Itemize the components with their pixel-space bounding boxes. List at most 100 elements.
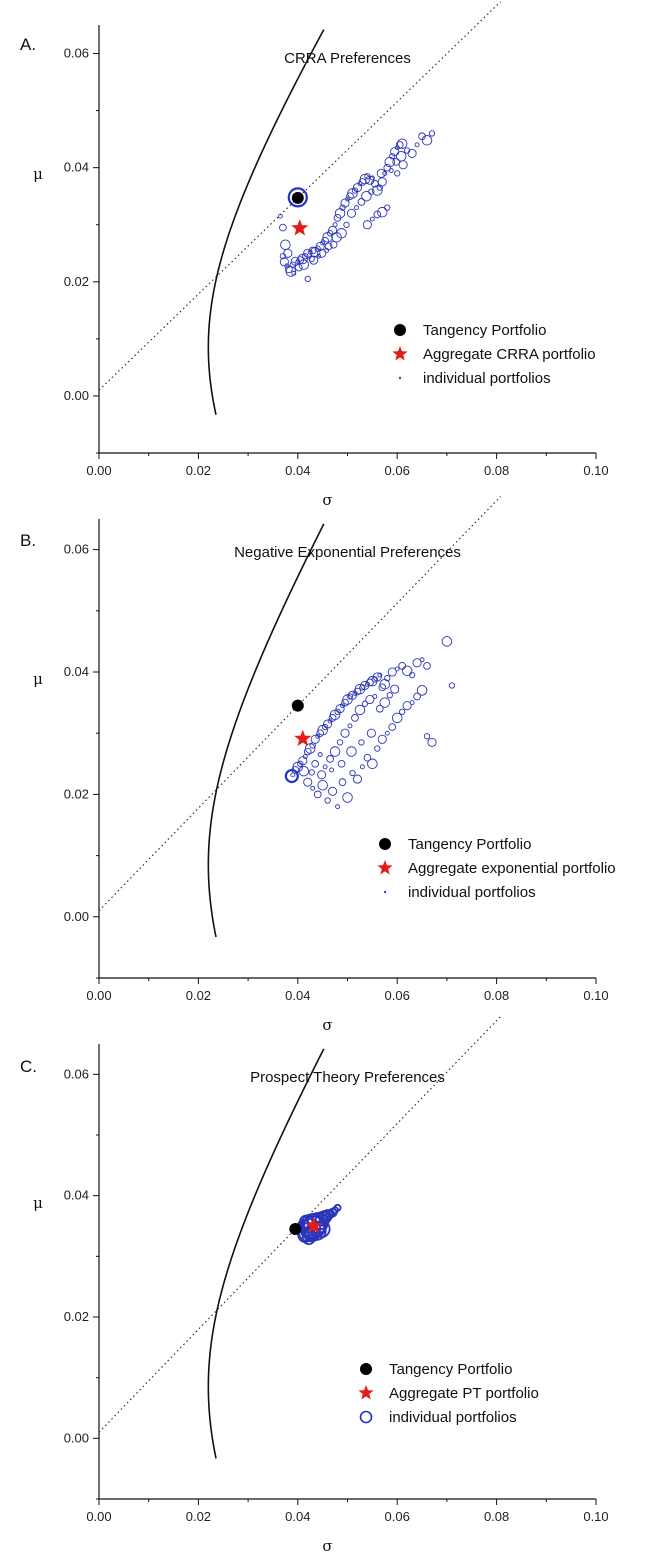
legend-individual-marker <box>383 890 387 894</box>
individual-portfolio-point <box>349 769 356 777</box>
y-axis-label: μ <box>33 1194 43 1212</box>
x-tick-label: 0.04 <box>285 1509 310 1524</box>
individual-portfolio-point <box>378 683 387 692</box>
individual-portfolio-point <box>324 247 330 253</box>
individual-portfolio-point <box>310 734 320 744</box>
legend-aggregate-marker <box>377 860 393 875</box>
x-tick-label: 0.08 <box>484 1509 509 1524</box>
individual-portfolio-point <box>357 181 363 187</box>
individual-portfolio-point <box>317 248 327 258</box>
individual-portfolio-point <box>339 204 346 211</box>
individual-portfolio-point <box>279 223 287 232</box>
individual-portfolio-point <box>398 662 407 670</box>
chart-title: Negative Exponential Preferences <box>234 544 461 561</box>
individual-portfolio-point <box>359 684 366 691</box>
x-tick-label: 0.02 <box>186 1509 211 1524</box>
panel-label: C. <box>20 1057 37 1076</box>
legend-entry: Aggregate CRRA portfolio <box>423 346 596 363</box>
y-tick-label: 0.02 <box>64 274 89 289</box>
individual-portfolio-point <box>321 723 329 731</box>
individual-portfolio-point <box>308 246 317 255</box>
individual-portfolio-point <box>377 206 388 218</box>
x-tick-label: 0.10 <box>583 1509 608 1524</box>
individual-portfolio-point <box>384 204 391 211</box>
chart-panel-2: 0.00 0.02 0.04 0.06 0.08 0.10 0.00 0.02 0.04 0.06… <box>20 496 616 1034</box>
individual-portfolio-point <box>322 764 328 770</box>
legend-aggregate-marker <box>392 346 408 361</box>
legend-individual-marker <box>398 376 402 380</box>
x-tick-label: 0.00 <box>86 1509 111 1524</box>
efficient-frontier <box>207 1048 325 1459</box>
chart-panel-1: 0.00 0.02 0.04 0.06 0.08 0.10 0.00 0.02 0.04 0.06… <box>20 1 609 509</box>
individual-portfolio-point <box>376 168 386 178</box>
individual-portfolio-point <box>334 708 341 715</box>
y-tick-label: 0.06 <box>64 1066 89 1081</box>
individual-portfolio-large <box>284 768 299 784</box>
individual-portfolio-point <box>394 170 401 177</box>
individual-portfolio-point <box>317 752 323 758</box>
individual-portfolio-point <box>375 704 384 713</box>
individual-portfolio-point <box>403 147 411 154</box>
individual-portfolio-point <box>371 676 378 683</box>
legend-entry: Tangency Portfolio <box>389 1361 512 1378</box>
x-tick-label: 0.00 <box>86 988 111 1003</box>
individual-portfolio-point <box>357 198 366 206</box>
individual-portfolio-point <box>372 694 378 699</box>
individual-portfolio-point <box>353 687 362 696</box>
x-tick-label: 0.02 <box>186 463 211 478</box>
individual-portfolio-point <box>384 674 391 682</box>
individual-portfolio-point <box>333 1203 342 1212</box>
x-tick-label: 0.04 <box>285 463 310 478</box>
x-tick-label: 0.02 <box>186 988 211 1003</box>
individual-portfolio-point <box>374 745 381 752</box>
chart-title: Prospect Theory Preferences <box>250 1069 445 1086</box>
individual-portfolio-point <box>402 701 412 711</box>
individual-portfolio-point <box>421 135 433 146</box>
individual-portfolio-point <box>279 257 289 267</box>
legend-entry: Tangency Portfolio <box>423 322 546 339</box>
individual-portfolio-point <box>346 192 354 201</box>
individual-portfolio-point <box>379 697 391 708</box>
legend-individual-marker <box>359 1410 373 1424</box>
individual-portfolio-large <box>301 1215 326 1240</box>
individual-portfolio-point <box>389 153 396 160</box>
x-axis-label: σ <box>322 1016 332 1034</box>
individual-portfolio-point <box>324 242 333 251</box>
individual-portfolio-point <box>321 236 329 245</box>
individual-portfolio-point <box>346 208 357 218</box>
x-tick-label: 0.08 <box>484 988 509 1003</box>
individual-portfolio-point <box>354 704 366 716</box>
efficient-frontier <box>207 29 325 415</box>
individual-portfolio-point <box>414 142 420 148</box>
individual-portfolio-point <box>331 232 342 243</box>
panel-label: A. <box>20 35 36 54</box>
panel-label: B. <box>20 531 36 550</box>
individual-portfolio-point <box>346 746 357 757</box>
individual-portfolio-point <box>419 657 425 663</box>
legend-entry: Aggregate exponential portfolio <box>408 860 616 877</box>
individual-portfolio-point <box>309 255 319 265</box>
y-tick-label: 0.02 <box>64 1309 89 1324</box>
individual-portfolio-point <box>399 708 406 715</box>
individual-portfolio-point <box>291 270 297 276</box>
individual-portfolio-point <box>308 769 315 776</box>
x-tick-label: 0.10 <box>583 463 608 478</box>
y-tick-label: 0.00 <box>64 1430 89 1445</box>
individual-portfolio-point <box>367 758 378 770</box>
individual-portfolio-point <box>317 779 328 791</box>
individual-portfolio-point <box>347 723 353 729</box>
individual-portfolio-point <box>298 765 310 777</box>
individual-portfolio-point <box>388 168 394 173</box>
individual-portfolio-point <box>361 700 369 707</box>
individual-portfolio-point <box>365 694 375 705</box>
y-tick-label: 0.04 <box>64 664 89 679</box>
individual-portfolio-point <box>412 658 422 668</box>
individual-portfolio-point <box>441 636 453 647</box>
individual-portfolio-point <box>347 188 358 199</box>
individual-portfolio-point <box>346 693 354 700</box>
individual-portfolio-point <box>335 704 345 714</box>
individual-portfolio-point <box>316 253 322 259</box>
individual-portfolio-point <box>388 723 397 731</box>
individual-portfolio-point <box>338 778 347 787</box>
